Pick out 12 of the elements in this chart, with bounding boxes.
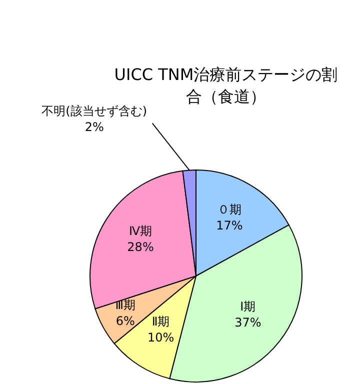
slice-label: ０期 xyxy=(217,202,242,216)
data-label: 2% xyxy=(84,120,104,134)
chart-title: UICC TNM治療前ステージの割合（食道） xyxy=(114,65,338,106)
slice-label: 不明(該当せず含む) xyxy=(42,104,148,118)
data-label: 37% xyxy=(234,315,262,330)
data-label: 28% xyxy=(127,240,154,254)
data-label: 17% xyxy=(216,218,243,232)
slice-label: Ⅳ期 xyxy=(128,224,152,238)
data-label: 10% xyxy=(147,330,174,344)
slice-label: Ⅱ期 xyxy=(152,314,170,328)
data-label: 6% xyxy=(116,314,135,328)
slice-label: Ⅰ期 xyxy=(240,299,256,314)
